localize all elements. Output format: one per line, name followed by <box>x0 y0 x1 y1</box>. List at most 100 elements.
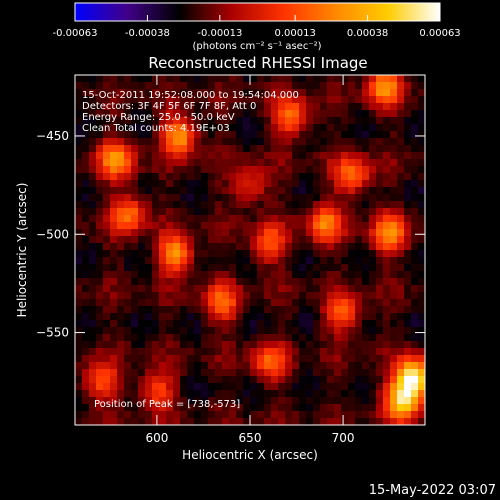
heatmap-cell <box>194 96 202 104</box>
heatmap-cell <box>313 110 321 118</box>
heatmap-cell <box>138 243 146 251</box>
annotation-detectors: Detectors: 3F 4F 5F 6F 7F 8F, Att 0 <box>82 101 256 112</box>
heatmap-cell <box>292 320 300 328</box>
heatmap-cell <box>362 313 370 321</box>
heatmap-cell <box>173 222 181 230</box>
heatmap-cell <box>313 264 321 272</box>
heatmap-cell <box>418 292 426 300</box>
heatmap-cell <box>103 292 111 300</box>
heatmap-cell <box>138 222 146 230</box>
heatmap-cell <box>397 348 405 356</box>
heatmap-cell <box>348 110 356 118</box>
heatmap-cell <box>334 229 342 237</box>
heatmap-cell <box>222 327 230 335</box>
heatmap-cell <box>82 75 90 83</box>
heatmap-cell <box>236 236 244 244</box>
heatmap-cell <box>411 348 419 356</box>
heatmap-cell <box>383 187 391 195</box>
heatmap-cell <box>285 222 293 230</box>
heatmap-cell <box>299 257 307 265</box>
heatmap-cell <box>250 180 258 188</box>
heatmap-cell <box>257 278 265 286</box>
heatmap-cell <box>243 89 251 97</box>
heatmap-cell <box>187 320 195 328</box>
heatmap-cell <box>103 313 111 321</box>
heatmap-cell <box>138 369 146 377</box>
heatmap-cell <box>383 271 391 279</box>
heatmap-cell <box>376 145 384 153</box>
heatmap-cell <box>173 327 181 335</box>
heatmap-cell <box>215 117 223 125</box>
heatmap-cell <box>397 334 405 342</box>
heatmap-cell <box>124 285 132 293</box>
heatmap-cell <box>103 229 111 237</box>
heatmap-cell <box>110 278 118 286</box>
heatmap-cell <box>180 320 188 328</box>
heatmap-cell <box>390 201 398 209</box>
heatmap-cell <box>236 138 244 146</box>
heatmap-cell <box>75 103 83 111</box>
heatmap-cell <box>89 173 97 181</box>
heatmap-cell <box>257 152 265 160</box>
heatmap-cell <box>362 383 370 391</box>
heatmap-cell <box>299 418 307 426</box>
heatmap-cell <box>348 257 356 265</box>
heatmap-cell <box>313 215 321 223</box>
heatmap-cell <box>320 236 328 244</box>
heatmap-cell <box>75 257 83 265</box>
heatmap-cell <box>75 292 83 300</box>
heatmap-cell <box>117 341 125 349</box>
heatmap-cell <box>250 208 258 216</box>
heatmap-cell <box>236 103 244 111</box>
heatmap-cell <box>327 173 335 181</box>
heatmap-cell <box>124 166 132 174</box>
heatmap-cell <box>271 320 279 328</box>
heatmap-cell <box>348 82 356 90</box>
heatmap-cell <box>180 82 188 90</box>
heatmap-cell <box>152 138 160 146</box>
heatmap-cell <box>250 320 258 328</box>
heatmap-cell <box>131 236 139 244</box>
heatmap-cell <box>278 159 286 167</box>
heatmap-cell <box>404 159 412 167</box>
heatmap-cell <box>285 82 293 90</box>
heatmap-cell <box>341 320 349 328</box>
heatmap-cell <box>152 250 160 258</box>
heatmap-cell <box>236 376 244 384</box>
heatmap-cell <box>369 75 377 83</box>
heatmap-cell <box>376 96 384 104</box>
heatmap-cell <box>411 299 419 307</box>
heatmap-cell <box>376 110 384 118</box>
heatmap-cell <box>159 152 167 160</box>
heatmap-cell <box>138 327 146 335</box>
heatmap-cell <box>159 110 167 118</box>
heatmap-cell <box>404 404 412 412</box>
heatmap-cell <box>110 82 118 90</box>
heatmap-cell <box>236 180 244 188</box>
heatmap-cell <box>208 173 216 181</box>
heatmap-cell <box>285 362 293 370</box>
heatmap-cell <box>292 194 300 202</box>
heatmap-cell <box>292 383 300 391</box>
heatmap-cell <box>278 264 286 272</box>
heatmap-cell <box>166 313 174 321</box>
heatmap-cell <box>215 222 223 230</box>
heatmap-cell <box>103 355 111 363</box>
heatmap-cell <box>236 285 244 293</box>
heatmap-cell <box>138 187 146 195</box>
heatmap-cell <box>131 397 139 405</box>
heatmap-cell <box>124 243 132 251</box>
heatmap-cell <box>285 194 293 202</box>
heatmap-cell <box>117 173 125 181</box>
heatmap-cell <box>131 187 139 195</box>
heatmap-cell <box>236 390 244 398</box>
heatmap-cell <box>208 341 216 349</box>
heatmap-cell <box>124 117 132 125</box>
heatmap-cell <box>278 404 286 412</box>
heatmap-cell <box>194 145 202 153</box>
heatmap-cell <box>152 271 160 279</box>
heatmap-cell <box>222 208 230 216</box>
heatmap-cell <box>257 159 265 167</box>
heatmap-cell <box>341 152 349 160</box>
heatmap-cell <box>362 292 370 300</box>
